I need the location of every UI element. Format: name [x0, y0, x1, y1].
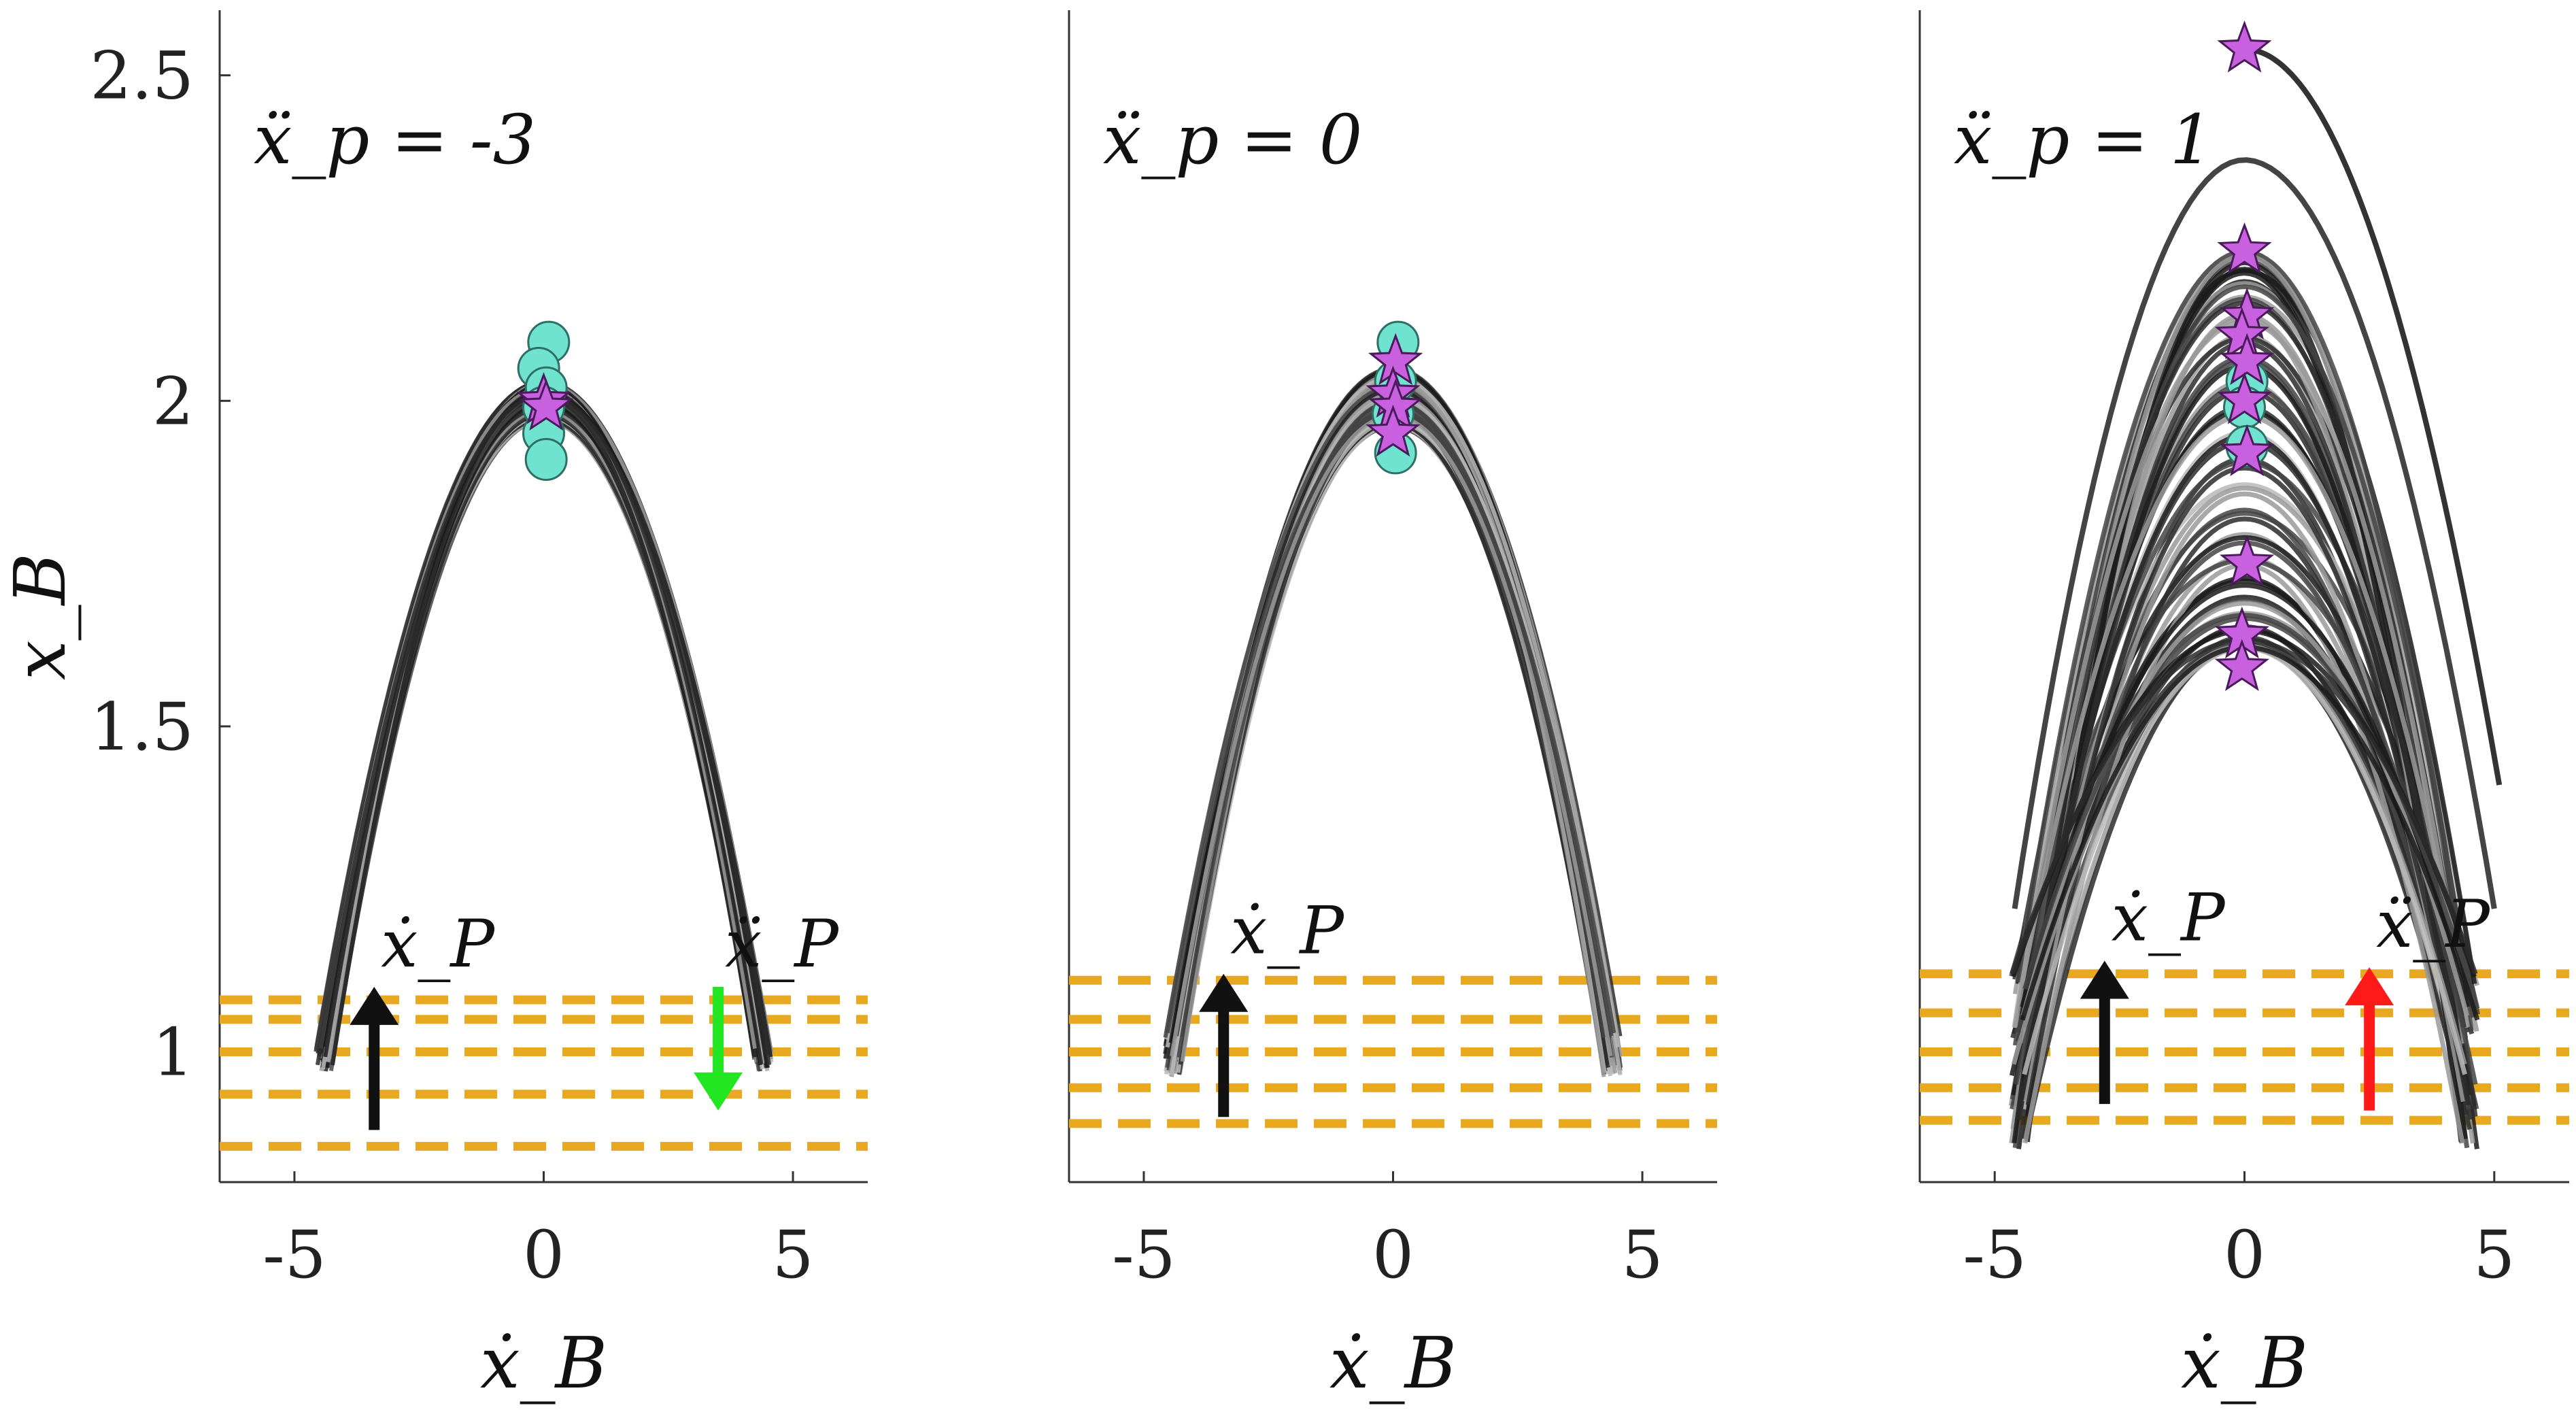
y-tick-label: 2.5 — [90, 38, 194, 114]
arrow-head — [694, 1072, 743, 1111]
panel-annotation: ẍ_p = 0 — [1103, 100, 1362, 180]
y-tick-label: 1.5 — [90, 689, 194, 765]
y-tick-label: 2 — [152, 363, 194, 439]
arrow-label: ẍ_P — [2376, 886, 2490, 962]
star-marker — [2219, 333, 2275, 386]
star-marker — [518, 378, 574, 431]
star-marker — [2214, 639, 2270, 691]
trajectory-line — [1177, 410, 1606, 1075]
star-marker — [2217, 222, 2272, 275]
arrow-label: ẍ_P — [725, 906, 839, 982]
y-tick-label: 1 — [152, 1015, 194, 1091]
x-tick-label: 5 — [772, 1217, 813, 1293]
panel-1: -5 0 5 1 1.5 2 2.5 ẋ_B x_B ẍ_p = -3 ẋ_P ẍ_P — [0, 10, 868, 1405]
star-marker — [2217, 372, 2272, 424]
y-axis-title: x_B — [0, 553, 82, 680]
trajectory-outlier-line — [2012, 157, 2497, 909]
arrow-head — [2080, 960, 2129, 999]
x-tick-label: 0 — [1372, 1217, 1414, 1293]
panel-3: -5 0 5 ẋ_B ẍ_p = 1 ẋ_P ẍ_P — [1918, 10, 2569, 1405]
trajectory-outlier-line — [2244, 46, 2503, 786]
star-marker — [1366, 404, 1421, 457]
panel-annotation: ẍ_p = 1 — [1954, 100, 2213, 180]
arrow-head — [2345, 967, 2394, 1006]
trajectory-line — [2016, 465, 2474, 1120]
arrow-head — [1199, 973, 1249, 1012]
x-tick-label: 0 — [2224, 1217, 2265, 1293]
star-marker — [2217, 20, 2272, 73]
x-tick-label: -5 — [1112, 1217, 1176, 1293]
arrow-label: ẋ_P — [381, 906, 495, 982]
arrow-label: ẋ_P — [2112, 880, 2226, 956]
x-axis-title: ẋ_B — [480, 1322, 607, 1405]
star-marker — [2219, 535, 2275, 587]
x-tick-label: 0 — [523, 1217, 564, 1293]
x-tick-label: -5 — [1963, 1217, 2027, 1293]
star-marker — [2219, 424, 2275, 477]
x-tick-label: -5 — [262, 1217, 326, 1293]
panel-2: -5 0 5 ẋ_B ẍ_p = 0 ẋ_P — [1068, 10, 1717, 1405]
x-axis-title: ẋ_B — [2181, 1322, 2308, 1405]
panel-annotation: ẍ_p = -3 — [254, 100, 536, 180]
x-axis-title: ẋ_B — [1329, 1322, 1457, 1405]
x-tick-label: 5 — [2473, 1217, 2515, 1293]
x-tick-label: 5 — [1621, 1217, 1663, 1293]
arrow-label: ẋ_P — [1230, 893, 1344, 969]
circle-marker — [524, 437, 568, 481]
arrow-head — [350, 986, 399, 1025]
